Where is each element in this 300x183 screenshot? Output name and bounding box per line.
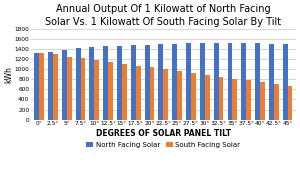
Bar — [67, 57, 71, 120]
Bar — [158, 44, 163, 120]
Bar — [149, 67, 154, 120]
Bar — [200, 43, 205, 120]
Bar — [39, 53, 44, 120]
Bar — [283, 44, 288, 120]
Bar — [53, 54, 58, 120]
Bar — [108, 62, 113, 120]
Bar — [232, 79, 237, 120]
Bar — [218, 77, 224, 120]
Bar — [172, 44, 177, 120]
Bar — [89, 47, 94, 120]
Bar — [62, 50, 67, 120]
Bar — [288, 86, 292, 120]
X-axis label: DEGREES OF SOLAR PANEL TILT: DEGREES OF SOLAR PANEL TILT — [96, 129, 231, 138]
Y-axis label: kWh: kWh — [4, 66, 13, 83]
Bar — [205, 75, 210, 120]
Bar — [227, 43, 232, 120]
Bar — [80, 58, 85, 120]
Bar — [191, 73, 196, 120]
Bar — [145, 45, 149, 120]
Bar — [34, 53, 39, 120]
Bar — [186, 43, 191, 120]
Bar — [177, 71, 182, 120]
Title: Annual Output Of 1 Kilowatt of North Facing
Solar Vs. 1 Kilowatt Of South Facing: Annual Output Of 1 Kilowatt of North Fac… — [45, 4, 281, 27]
Bar — [48, 52, 53, 120]
Bar — [246, 80, 251, 120]
Bar — [255, 43, 260, 120]
Bar — [103, 46, 108, 120]
Bar — [163, 69, 168, 120]
Bar — [214, 43, 218, 120]
Bar — [269, 44, 274, 120]
Bar — [136, 66, 141, 120]
Bar — [117, 46, 122, 120]
Bar — [76, 48, 80, 120]
Bar — [274, 84, 279, 120]
Bar — [122, 64, 127, 120]
Bar — [241, 43, 246, 120]
Legend: North Facing Solar, South Facing Solar: North Facing Solar, South Facing Solar — [83, 139, 243, 151]
Bar — [94, 60, 99, 120]
Bar — [260, 82, 265, 120]
Bar — [131, 45, 136, 120]
